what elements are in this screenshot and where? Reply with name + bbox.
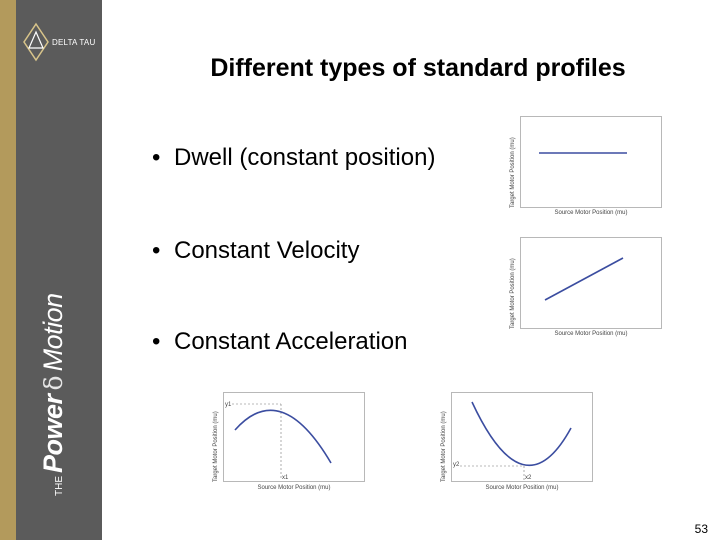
plot-frame <box>520 116 662 208</box>
delta-symbol-icon: δ <box>39 375 68 391</box>
bullet-marker: • <box>152 328 161 355</box>
bullet-marker: • <box>152 237 161 264</box>
plot-frame <box>520 237 662 329</box>
page-number: 53 <box>694 522 708 536</box>
bullet-text: Constant Acceleration <box>174 328 408 355</box>
sidebar-accent-strip <box>0 0 16 540</box>
plot-ylabel: Target Motor Position (mu) <box>441 411 447 482</box>
sidebar <box>16 0 102 540</box>
acceleration-min-plot: y2 x2 Target Motor Position (mu) Source … <box>436 390 593 496</box>
plot-ylabel: Target Motor Position (mu) <box>510 137 516 208</box>
logo-text: DELTA TAU <box>52 38 96 47</box>
constant-velocity-plot: Target Motor Position (mu) Source Motor … <box>505 235 662 341</box>
slide-title: Different types of standard profiles <box>210 54 626 82</box>
delta-tau-logo: DELTA TAU <box>22 22 108 62</box>
brand-word-motion: Motion <box>38 293 68 372</box>
plot-xlabel: Source Motor Position (mu) <box>485 485 559 491</box>
x-mark: x1 <box>282 475 289 481</box>
acceleration-max-line <box>234 409 332 464</box>
acceleration-min-curve <box>460 401 572 480</box>
plot-xlabel: Source Motor Position (mu) <box>554 210 628 216</box>
bullet-text: Dwell (constant position) <box>174 144 436 171</box>
plot-ylabel: Target Motor Position (mu) <box>213 411 219 482</box>
brand-tagline: THE Power δ Motion <box>38 256 78 496</box>
bullet-constant-velocity: • Constant Velocity <box>152 237 359 265</box>
brand-prefix: THE <box>54 476 65 496</box>
dwell-curve <box>539 152 627 154</box>
plot-ylabel: Target Motor Position (mu) <box>510 258 516 329</box>
bullet-dwell: • Dwell (constant position) <box>152 144 435 172</box>
velocity-line <box>544 257 624 301</box>
plot-xlabel: Source Motor Position (mu) <box>257 485 331 491</box>
bullet-text: Constant Velocity <box>174 237 360 264</box>
plot-frame <box>223 392 365 482</box>
bullet-constant-acceleration: • Constant Acceleration <box>152 328 407 356</box>
acceleration-max-curve <box>232 403 332 480</box>
delta-tau-emblem-icon <box>23 22 49 62</box>
y-mark: y2 <box>453 462 460 468</box>
x-mark: x2 <box>525 475 532 481</box>
brand-word-power: Power <box>38 394 68 473</box>
acceleration-max-plot: y1 x1 Target Motor Position (mu) Source … <box>208 390 365 496</box>
dwell-profile-plot: Target Motor Position (mu) Source Motor … <box>505 114 662 220</box>
velocity-curve <box>544 257 624 301</box>
bullet-marker: • <box>152 144 161 171</box>
acceleration-min-line <box>471 401 572 467</box>
y-mark: y1 <box>225 402 232 408</box>
plot-xlabel: Source Motor Position (mu) <box>554 331 628 337</box>
